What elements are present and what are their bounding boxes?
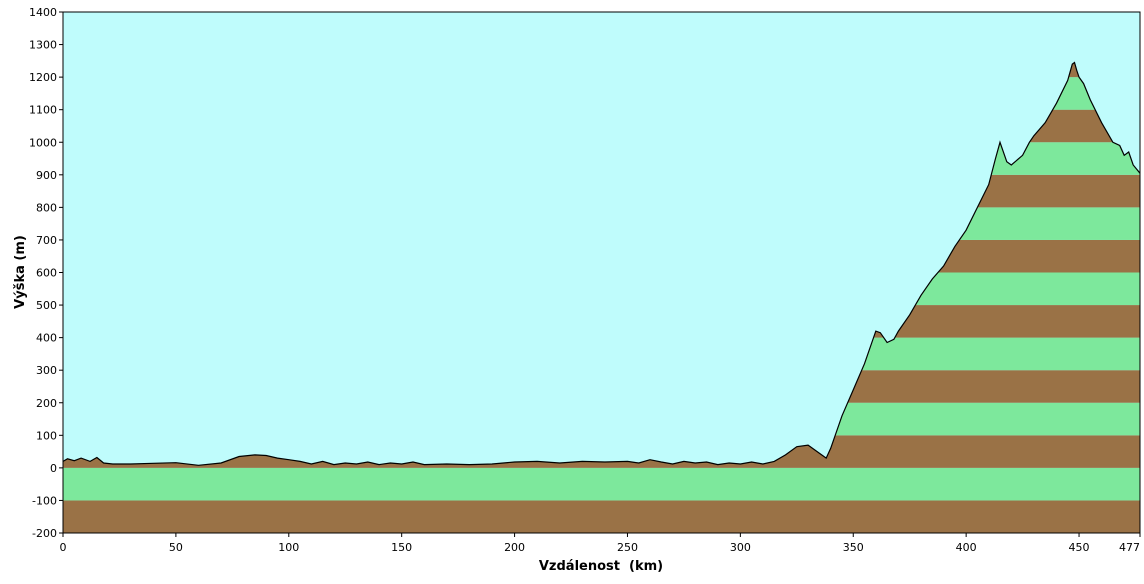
x-tick-label: 350 [843, 541, 864, 554]
y-tick-label: 500 [36, 299, 57, 312]
y-tick-label: 700 [36, 234, 57, 247]
x-axis-title: Vzdálenost (km) [539, 559, 663, 574]
y-tick-label: -200 [32, 527, 57, 540]
x-axis: 0 50 100 150 200 250 300 350 400 450 477 [60, 533, 1141, 554]
y-axis-title: Výška (m) [13, 235, 28, 309]
y-tick-label: 0 [50, 462, 57, 475]
x-tick-label: 0 [60, 541, 67, 554]
x-tick-label: 250 [617, 541, 638, 554]
x-tick-label: 477 [1119, 541, 1140, 554]
profile-line [63, 61, 1140, 466]
y-tick-label: 1400 [29, 6, 57, 19]
y-tick-label: 200 [36, 397, 57, 410]
y-tick-label: 400 [36, 332, 57, 345]
x-tick-label: 100 [278, 541, 299, 554]
y-tick-label: 300 [36, 364, 57, 377]
x-tick-label: 150 [391, 541, 412, 554]
x-tick-label: 400 [956, 541, 977, 554]
y-tick-label: 100 [36, 429, 57, 442]
plot-area [63, 12, 1140, 533]
x-tick-label: 450 [1069, 541, 1090, 554]
y-tick-label: 800 [36, 201, 57, 214]
elevation-band [63, 500, 1140, 533]
y-tick-label: 1000 [29, 136, 57, 149]
y-axis: -200 -100 0 100 200 300 400 500 600 700 800 900 1000… [29, 6, 63, 540]
y-tick-label: 1100 [29, 104, 57, 117]
elevation-band [63, 467, 1140, 501]
y-tick-label: 600 [36, 267, 57, 280]
x-tick-label: 50 [169, 541, 183, 554]
x-tick-label: 200 [504, 541, 525, 554]
y-tick-label: 900 [36, 169, 57, 182]
x-tick-label: 300 [730, 541, 751, 554]
y-tick-label: 1200 [29, 71, 57, 84]
y-tick-label: 1300 [29, 39, 57, 52]
y-tick-label: -100 [32, 494, 57, 507]
